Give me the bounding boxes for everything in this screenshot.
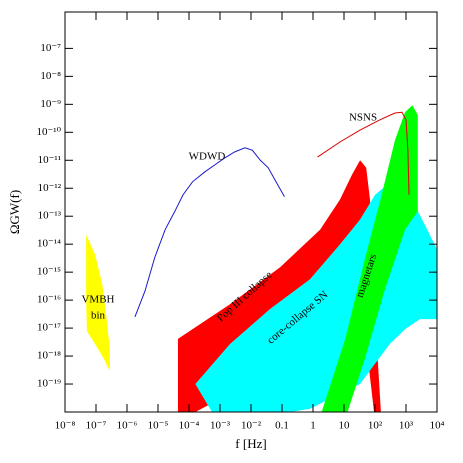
- x-tick-label: 0.1: [275, 420, 289, 432]
- x-tick-label: 10⁻³: [210, 420, 231, 432]
- y-tick-label: 10⁻¹⁴: [37, 238, 61, 250]
- series-label: WDWD: [189, 151, 226, 163]
- series-line: [134, 147, 285, 318]
- x-axis-label: f [Hz]: [235, 436, 266, 451]
- y-tick-label: 10⁻¹⁰: [36, 126, 61, 138]
- y-tick-label: 10⁻¹⁵: [37, 266, 61, 278]
- y-axis-label: ΩGW(f): [7, 190, 22, 234]
- x-tick-label: 10⁻⁴: [179, 420, 200, 432]
- y-tick-label: 10⁻¹⁶: [37, 294, 61, 306]
- y-tick-label: 10⁻¹¹: [38, 154, 61, 166]
- series-line: [317, 111, 410, 195]
- series-label: NSNS: [349, 112, 377, 124]
- region-area: [86, 234, 110, 372]
- y-tick-label: 10⁻¹⁸: [37, 350, 61, 362]
- y-tick-label: 10⁻⁹: [40, 98, 61, 110]
- x-tick-label: 10⁻⁷: [86, 420, 107, 432]
- y-tick-label: 10⁻¹²: [38, 182, 62, 194]
- y-tick-label: 10⁻⁷: [40, 42, 61, 54]
- x-tick-label: 10⁴: [430, 420, 445, 432]
- y-tick-label: 10⁻⁸: [40, 70, 61, 82]
- x-tick-label: 10⁻⁶: [117, 420, 138, 432]
- region-label: VMBH: [81, 294, 114, 306]
- region-label: bin: [91, 310, 106, 322]
- x-tick-label: 1: [310, 420, 316, 432]
- x-tick-label: 10⁻⁸: [55, 420, 76, 432]
- x-tick-label: 10³: [399, 420, 414, 432]
- region-area: [321, 105, 418, 412]
- y-tick-label: 10⁻¹³: [38, 210, 62, 222]
- x-tick-label: 10²: [368, 420, 383, 432]
- x-tick-label: 10: [339, 420, 351, 432]
- y-tick-label: 10⁻¹⁷: [37, 322, 61, 334]
- x-tick-label: 10⁻²: [241, 420, 262, 432]
- y-tick-label: 10⁻¹⁹: [37, 378, 61, 390]
- x-tick-label: 10⁻⁵: [148, 420, 169, 432]
